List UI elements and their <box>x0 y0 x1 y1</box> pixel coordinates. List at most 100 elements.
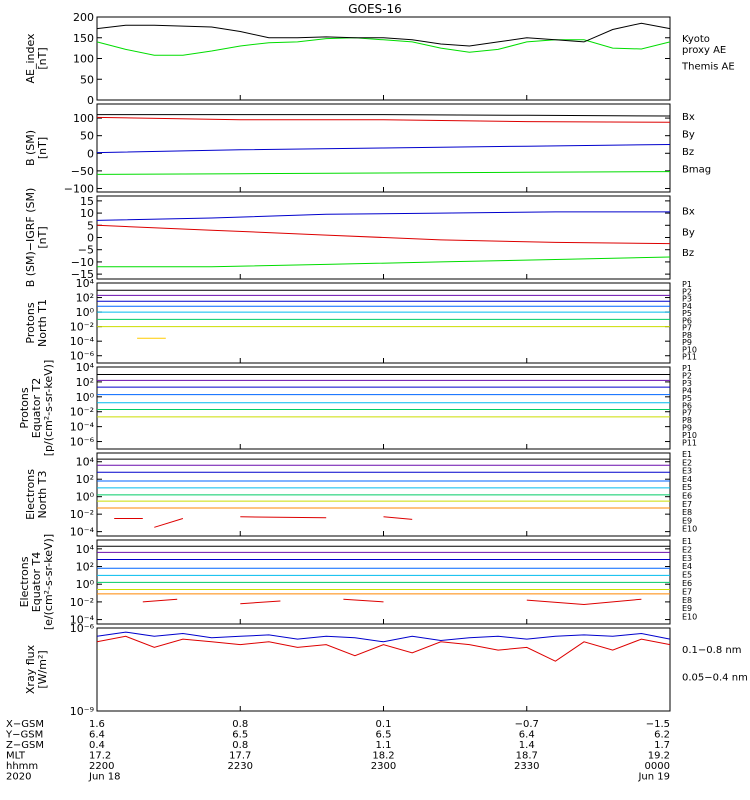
y-axis-label-line: [e/(cm²-s-sr-keV)] <box>42 534 55 630</box>
orbit-row-label: 2020 <box>6 772 31 783</box>
series-line-0-1-0-8-nm <box>96 635 671 662</box>
legend-entry: E3 <box>682 554 692 563</box>
legend-entry-line: P3 <box>682 295 692 304</box>
series-line-bx <box>96 211 670 221</box>
y-tick-label: 15 <box>80 195 94 208</box>
y-tick-label: 10² <box>76 376 94 389</box>
legend-entry: E2 <box>682 545 692 554</box>
legend-entry-line: E6 <box>682 579 692 588</box>
y-tick-label: −5 <box>78 244 94 257</box>
orbit-cell: 0.8 <box>232 719 248 730</box>
legend-entry: P6 <box>682 401 692 410</box>
y-tick-label: 10⁻² <box>70 321 94 334</box>
y-tick-label: 10⁴ <box>76 543 95 556</box>
orbit-table: X−GSMY−GSMZ−GSMMLThhmm20201.66.40.417.22… <box>5 719 670 783</box>
y-axis-label-line: Equator T2 <box>30 378 43 438</box>
legend-entry: E5 <box>682 571 692 580</box>
legend-entry-line: proxy AE <box>682 45 726 56</box>
y-tick-label: 10⁻⁶ <box>70 350 95 363</box>
legend-entry: E1 <box>682 450 692 459</box>
legend-entry-line: P5 <box>682 394 692 403</box>
legend-entry-line: E10 <box>682 525 697 534</box>
legend-entry: E4 <box>682 475 692 484</box>
series-line-bz <box>96 224 671 245</box>
panel-6: 10⁴ 10² 10⁰ 10⁻² 10⁻⁴ ElectronsNorth T3 E1E2E3… <box>24 450 697 539</box>
legend-entry: Bz <box>682 147 694 158</box>
y-tick-label: 10⁰ <box>76 391 95 404</box>
legend-entry: By <box>682 129 695 140</box>
panel-frame <box>96 16 671 101</box>
y-axis-label-line: Electrons <box>24 469 37 520</box>
legend-entry: P7 <box>682 409 692 418</box>
legend-entry-line: E3 <box>682 467 692 476</box>
legend-entry-line: By <box>682 129 695 140</box>
legend-entry-line: E4 <box>682 475 692 484</box>
legend-entry: E5 <box>682 483 692 492</box>
y-axis-label-line: Protons <box>24 302 37 343</box>
panel-frame <box>96 627 671 712</box>
legend-entry-line: E9 <box>682 604 692 613</box>
series-line-e9b <box>240 600 281 605</box>
orbit-cell: 6.2 <box>654 730 670 741</box>
orbit-cell: 2300 <box>371 761 396 772</box>
legend-entry: Themis AE <box>681 62 735 73</box>
legend-entry-line: P1 <box>682 280 692 289</box>
legend-entry-line: Bmag <box>682 165 711 176</box>
figure-title: GOES-16 <box>348 2 402 16</box>
legend-entry: P10 <box>682 431 697 440</box>
legend-entry: E9 <box>682 516 692 525</box>
legend-entry: P1 <box>682 280 692 289</box>
panel-7: 10⁴ 10² 10⁰ 10⁻² 10⁻⁴ ElectronsEquator T4[e/(… <box>18 534 697 630</box>
y-tick-label: 0 <box>87 147 94 160</box>
legend-entry: P6 <box>682 316 692 325</box>
legend-entry: P7 <box>682 324 692 333</box>
orbit-cell: 0.4 <box>89 740 105 751</box>
legend-entry-line: E2 <box>682 458 692 467</box>
legend-entry: P1 <box>682 364 692 373</box>
y-tick-label: −50 <box>71 165 94 178</box>
legend-entry-line: P6 <box>682 316 692 325</box>
legend-entry: P9 <box>682 338 692 347</box>
y-axis-label: ElectronsEquator T4[e/(cm²-s-sr-keV)] <box>18 534 55 630</box>
y-tick-label: 10² <box>76 473 94 486</box>
legend-entry-line: Bx <box>682 207 695 218</box>
legend-entry-line: Bx <box>682 112 695 123</box>
series-line-e9b <box>154 518 184 528</box>
y-axis-label: B (SM)[nT] <box>24 130 49 166</box>
orbit-cell: 2200 <box>89 761 114 772</box>
y-axis-label-line: B (SM) <box>24 130 37 166</box>
y-axis-label-line: AE_index <box>24 33 37 84</box>
y-tick-label: 5 <box>87 219 94 232</box>
legend-entry-line: P5 <box>682 309 692 318</box>
legend-entry-line: E4 <box>682 562 692 571</box>
legend-entry: P5 <box>682 309 692 318</box>
orbit-cell: 1.7 <box>654 740 670 751</box>
legend-entry-line: E1 <box>682 537 692 546</box>
legend-entry-line: P9 <box>682 338 692 347</box>
y-tick-label: −15 <box>71 268 94 281</box>
orbit-cell: 1.6 <box>89 719 105 730</box>
y-axis-label: ProtonsEquator T2[p/(cm²-s-sr-keV)] <box>18 360 55 457</box>
y-tick-label: 0 <box>87 232 94 245</box>
y-tick-label: 10⁻⁴ <box>70 526 95 539</box>
y-axis-label: ProtonsNorth T1 <box>24 299 49 347</box>
y-tick-label: 10⁴ <box>76 456 95 469</box>
series-line-kyoto-proxy-ae <box>96 37 671 56</box>
legend-entry-line: Kyoto <box>682 34 710 45</box>
orbit-row-label: hhmm <box>6 761 38 772</box>
legend-entry-line: E8 <box>682 508 692 517</box>
orbit-cell: 18.7 <box>516 751 538 762</box>
y-tick-label: 10⁴ <box>76 277 95 290</box>
orbit-row-label: Z−GSM <box>6 740 44 751</box>
y-tick-label: 10⁻⁶ <box>70 436 95 449</box>
legend-entry-line: E5 <box>682 483 692 492</box>
legend-entry: E10 <box>682 525 697 534</box>
orbit-row-label: X−GSM <box>6 719 44 730</box>
legend-entry-line: By <box>682 227 695 238</box>
legend-entry: 0.1−0.8 nm <box>682 645 741 656</box>
y-tick-label: 10⁻² <box>70 406 94 419</box>
orbit-cell: 6.4 <box>89 730 105 741</box>
legend-entry-line: P1 <box>682 364 692 373</box>
